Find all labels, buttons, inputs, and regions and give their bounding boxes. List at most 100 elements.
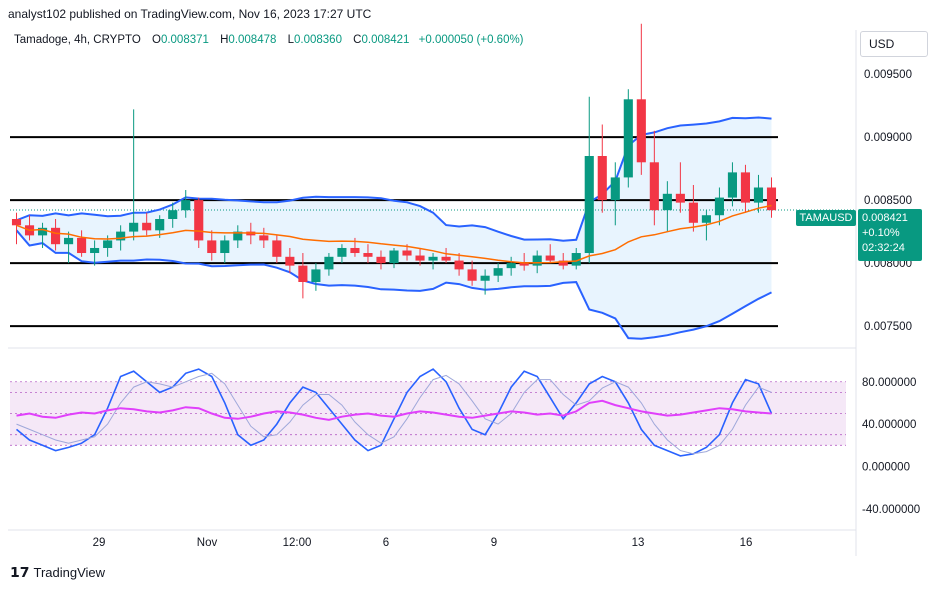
candle-body	[64, 237, 74, 245]
open-label: O	[151, 34, 161, 46]
price-tick-label: 0.009000	[864, 132, 912, 144]
price-tick-label: 0.008500	[864, 195, 912, 207]
candle-body	[571, 253, 581, 266]
candle-body	[675, 193, 685, 203]
stoch-series-k	[15, 368, 773, 457]
candle-body	[259, 235, 269, 241]
close-value: 0.008421	[361, 34, 410, 46]
candle-body	[272, 240, 282, 257]
candle-body	[506, 263, 516, 269]
candle-body	[37, 227, 48, 236]
last-change-pct: +0.10%	[862, 227, 900, 239]
price-tick-label: 0.007500	[864, 321, 912, 333]
candle-body	[701, 215, 711, 223]
low-label: L	[287, 34, 294, 46]
candle-body	[194, 200, 204, 241]
time-tick-label: 13	[632, 537, 645, 549]
tradingview-logo-icon: 𝟭𝟳	[10, 564, 30, 580]
candle-body	[610, 177, 620, 201]
stoch-series-d	[16, 372, 772, 455]
footer-brand[interactable]: 𝟭𝟳 TradingView	[10, 564, 105, 581]
candle-body	[753, 187, 764, 203]
candle-body	[545, 255, 555, 261]
low-value: 0.008360	[294, 34, 342, 46]
candle-body	[727, 172, 737, 198]
price-tick-label: 0.008000	[864, 258, 912, 270]
osc-tick-label: 40.000000	[862, 419, 916, 431]
candle-body	[662, 193, 672, 211]
osc-tick-label: -40.000000	[862, 504, 920, 516]
candle-body	[493, 268, 503, 276]
change-value: +0.000050 (+0.60%)	[418, 34, 524, 46]
candle-body	[90, 247, 100, 254]
candle-body	[168, 210, 178, 219]
candle-body	[558, 260, 568, 266]
candle-body	[116, 231, 126, 241]
candle-body	[688, 202, 698, 223]
candle-body	[597, 156, 607, 201]
ohlc-legend: Tamadoge, 4h, CRYPTO O0.008371 H0.008478…	[14, 34, 524, 46]
candle-body	[415, 255, 425, 261]
bollinger-lower	[15, 229, 772, 340]
candle-body	[337, 247, 347, 257]
candle-body	[285, 256, 295, 266]
candle-body	[142, 222, 152, 231]
candle-body	[441, 256, 451, 261]
high-label: H	[220, 34, 229, 46]
candle-body	[480, 275, 490, 281]
candle-body	[103, 240, 113, 248]
time-tick-label: 9	[491, 537, 497, 549]
candle-body	[51, 227, 61, 245]
candle-body	[467, 269, 477, 281]
candle-body	[298, 265, 308, 282]
candle-body	[389, 250, 399, 264]
high-value: 0.008478	[228, 34, 277, 46]
stoch-rsi-pane	[10, 368, 846, 457]
candle-body	[649, 162, 659, 211]
bar-countdown: 02:32:24	[862, 242, 905, 254]
publisher-info: analyst102 published on TradingView.com,…	[8, 7, 372, 21]
symbol-name: Tamadoge, 4h, CRYPTO	[14, 34, 141, 46]
candle-body	[233, 231, 243, 241]
candle-body	[181, 200, 191, 211]
candle-body	[402, 250, 412, 256]
candle-body	[324, 256, 334, 270]
osc-tick-label: 80.000000	[862, 377, 916, 389]
time-tick-label: 6	[383, 537, 389, 549]
candle-body	[532, 255, 542, 266]
candle-body	[11, 219, 22, 226]
candle-body	[350, 247, 360, 254]
ticker-tag: TAMAUSD	[796, 210, 856, 226]
candle-body	[220, 240, 230, 254]
time-tick-label: Nov	[197, 537, 218, 549]
price-pane	[10, 23, 856, 340]
time-tick-label: 29	[93, 537, 106, 549]
candle-body	[623, 99, 633, 178]
candle-body	[207, 240, 217, 254]
candle-body	[740, 172, 751, 203]
candle-body	[311, 269, 321, 282]
open-value: 0.008371	[160, 34, 209, 46]
candle-body	[454, 260, 464, 270]
last-price-box: 0.008421 +0.10% 02:32:24	[858, 209, 922, 261]
candle-body	[155, 219, 165, 231]
brand-name: TradingView	[33, 565, 106, 580]
osc-tick-label: 0.000000	[862, 461, 910, 473]
bollinger-basis	[16, 204, 772, 264]
axes: 0.009500 0.009000 0.008500 0.008000 0.007500…	[8, 30, 920, 556]
candle-body	[636, 99, 646, 163]
candle-body	[766, 187, 777, 211]
candle-body	[77, 237, 87, 254]
candle-body	[519, 263, 529, 266]
stoch-series-rsi	[16, 399, 772, 421]
price-tick-label: 0.009500	[864, 69, 912, 81]
candle-body	[363, 253, 373, 257]
currency-selector[interactable]: USD	[860, 31, 928, 57]
candle-body	[376, 256, 386, 264]
time-tick-label: 16	[740, 537, 753, 549]
last-price: 0.008421	[862, 212, 908, 224]
time-tick-label: 12:00	[283, 537, 312, 549]
bollinger-fill	[16, 117, 772, 339]
close-label: C	[353, 34, 362, 46]
